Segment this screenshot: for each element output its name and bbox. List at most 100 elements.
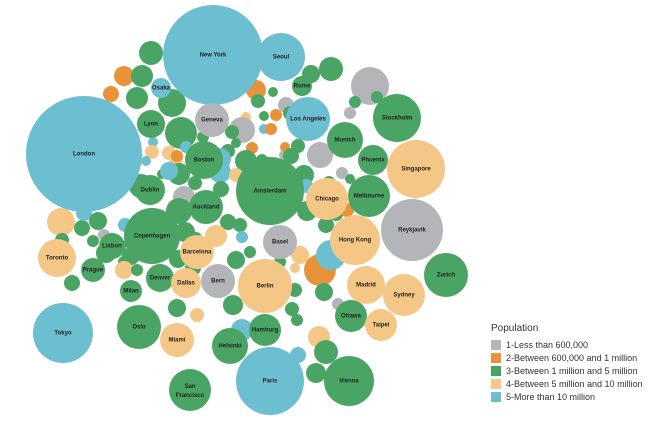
- city-bubble-rome: [292, 76, 312, 96]
- city-label-barcelona: Barcelona: [182, 250, 212, 256]
- city-bubble-singapore: [387, 140, 445, 198]
- legend-label: 4-Between 5 million and 10 million: [506, 378, 643, 389]
- city-bubble-helsinki: [212, 328, 248, 364]
- legend: Population 1-Less than 600,000 2-Between…: [491, 323, 656, 403]
- legend-label: 2-Between 600,000 and 1 million: [506, 352, 638, 363]
- city-label-osaka: Osaka: [152, 86, 171, 92]
- city-bubble-ottawa: [335, 300, 367, 332]
- city-bubble: [315, 283, 333, 301]
- city-bubble-vienna: [324, 356, 374, 406]
- city-bubble-seoul: [257, 33, 305, 81]
- city-bubble-phoenix: [358, 145, 388, 175]
- city-bubble: [87, 235, 99, 247]
- city-label-london: London: [73, 152, 95, 158]
- city-label-munich: Munich: [335, 138, 356, 144]
- legend-swatch: [491, 391, 501, 402]
- city-bubble: [336, 167, 348, 179]
- city-bubble-new-york: [163, 5, 263, 105]
- city-label-amsterdam: Amsterdam: [253, 189, 286, 195]
- city-label-bern: Bern: [211, 279, 225, 285]
- city-label-singapore: Singapore: [401, 167, 431, 173]
- city-bubble: [319, 57, 343, 81]
- city-label-stockholm: Stockholm: [382, 116, 413, 122]
- city-bubble: [139, 41, 163, 65]
- city-bubble: [236, 231, 248, 243]
- city-bubble: [283, 148, 299, 164]
- city-label-san-francisco: San Francisco: [176, 384, 205, 399]
- city-bubble: [114, 66, 134, 86]
- city-bubble-lyon: [137, 110, 165, 138]
- city-bubble: [307, 142, 333, 168]
- city-label-milan: Milan: [123, 289, 139, 295]
- city-label-tokyo: Tokyo: [54, 331, 72, 337]
- city-bubble-basel: [263, 225, 297, 259]
- city-bubble-san-francisco: [169, 369, 211, 411]
- city-bubble: [231, 138, 241, 148]
- city-label-paris: Paris: [263, 379, 278, 385]
- city-label-berlin: Berlin: [256, 284, 273, 290]
- legend-swatch: [491, 339, 501, 350]
- city-label-hamburg: Hamburg: [252, 328, 279, 334]
- city-label-dublin: Dublin: [141, 188, 160, 194]
- city-bubble: [233, 218, 247, 232]
- city-bubble: [251, 94, 265, 108]
- city-label-geneva: Geneva: [201, 118, 223, 124]
- city-bubble: [168, 299, 186, 317]
- city-bubble-miami: [160, 323, 194, 357]
- city-bubble: [314, 340, 338, 364]
- city-bubble: [205, 225, 227, 247]
- city-bubble: [349, 96, 361, 108]
- city-bubble-copenhagen: [124, 208, 180, 264]
- city-bubble-oslo: [117, 305, 161, 349]
- city-bubble: [244, 246, 256, 258]
- city-label-lisbon: Lisbon: [102, 244, 122, 250]
- city-label-basel: Basel: [272, 240, 288, 246]
- city-label-auckland: Auckland: [192, 205, 219, 211]
- city-label-reykjavik: Reykjavik: [398, 228, 426, 234]
- city-label-taipei: Taipei: [373, 323, 390, 329]
- city-bubble-sydney: [383, 274, 425, 316]
- city-label-zurich: Zurich: [437, 273, 456, 279]
- city-label-melbourne: Melbourne: [354, 194, 385, 200]
- city-bubble-paris: [236, 347, 304, 415]
- city-bubble: [103, 86, 119, 102]
- city-label-new-york: New York: [200, 53, 227, 59]
- legend-label: 5-More than 10 million: [506, 391, 596, 402]
- city-bubble-lisbon: [99, 233, 125, 259]
- city-label-chicago: Chicago: [315, 197, 339, 203]
- city-label-phoenix: Phoenix: [361, 158, 385, 164]
- city-bubble: [89, 212, 107, 230]
- city-bubble-denver: [146, 264, 174, 292]
- city-bubble: [213, 181, 229, 197]
- city-bubble: [270, 109, 282, 121]
- city-bubble: [306, 363, 326, 383]
- city-label-miami: Miami: [168, 338, 185, 344]
- city-bubble-chicago: [306, 178, 348, 220]
- city-bubble: [131, 264, 143, 276]
- city-bubble: [131, 65, 153, 87]
- city-bubble-barcelona: [180, 235, 214, 269]
- city-bubble: [291, 246, 309, 264]
- city-label-seoul: Seoul: [273, 55, 290, 61]
- city-label-copenhagen: Copenhagen: [134, 234, 171, 240]
- city-bubble-tokyo: [33, 303, 93, 363]
- city-bubble-dublin: [135, 175, 165, 205]
- legend-item: 4-Between 5 million and 10 million: [491, 377, 656, 390]
- city-bubble: [171, 150, 183, 162]
- city-bubble: [190, 308, 204, 322]
- city-bubble: [165, 117, 197, 149]
- legend-item: 2-Between 600,000 and 1 million: [491, 351, 656, 364]
- legend-swatch: [491, 378, 501, 389]
- city-bubble: [47, 208, 75, 236]
- city-bubble: [285, 302, 299, 316]
- city-label-dallas: Dallas: [177, 281, 195, 287]
- city-bubble-milan: [120, 280, 142, 302]
- city-bubble: [148, 137, 158, 147]
- city-bubble: [227, 251, 245, 269]
- city-bubble-london: [26, 96, 142, 212]
- city-bubble: [74, 220, 90, 236]
- city-label-sydney: Sydney: [393, 293, 415, 299]
- city-bubble: [141, 156, 151, 166]
- city-bubble: [290, 263, 300, 273]
- city-bubble: [126, 87, 148, 109]
